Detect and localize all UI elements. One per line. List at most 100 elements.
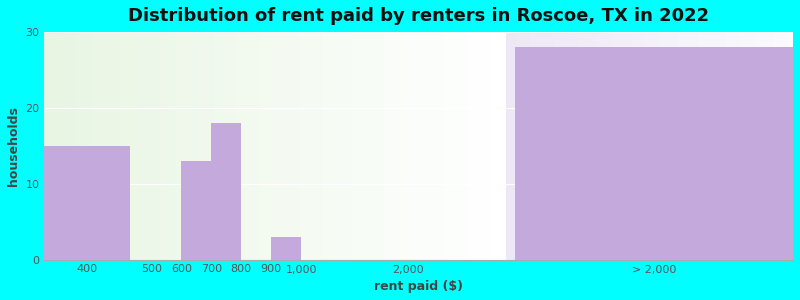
Bar bbox=[669, 32, 674, 260]
Title: Distribution of rent paid by renters in Roscoe, TX in 2022: Distribution of rent paid by renters in … bbox=[128, 7, 710, 25]
Bar bbox=[291, 32, 298, 260]
Bar bbox=[252, 32, 260, 260]
Bar bbox=[45, 146, 130, 260]
Bar bbox=[275, 32, 283, 260]
Bar bbox=[559, 32, 564, 260]
Bar bbox=[182, 161, 211, 260]
Bar bbox=[383, 32, 391, 260]
Bar bbox=[211, 123, 242, 260]
Bar bbox=[175, 32, 183, 260]
Bar bbox=[98, 32, 106, 260]
Bar bbox=[314, 32, 322, 260]
Bar bbox=[406, 32, 414, 260]
Bar bbox=[778, 32, 783, 260]
Bar bbox=[306, 32, 314, 260]
Bar bbox=[60, 32, 67, 260]
Bar bbox=[645, 32, 650, 260]
Bar bbox=[688, 32, 693, 260]
Bar bbox=[268, 32, 275, 260]
Bar bbox=[129, 32, 137, 260]
Bar bbox=[83, 32, 90, 260]
Bar bbox=[114, 32, 122, 260]
Bar bbox=[598, 32, 602, 260]
Bar bbox=[391, 32, 398, 260]
Bar bbox=[769, 32, 774, 260]
Bar bbox=[578, 32, 583, 260]
Bar bbox=[506, 32, 511, 260]
Bar bbox=[736, 32, 741, 260]
Bar bbox=[198, 32, 206, 260]
Bar bbox=[214, 32, 222, 260]
Bar bbox=[712, 32, 717, 260]
Bar bbox=[698, 32, 702, 260]
Bar bbox=[337, 32, 345, 260]
Bar bbox=[498, 32, 506, 260]
Bar bbox=[583, 32, 588, 260]
Bar bbox=[491, 32, 498, 260]
Bar bbox=[545, 32, 550, 260]
Bar bbox=[611, 32, 616, 260]
Bar bbox=[746, 32, 750, 260]
Bar bbox=[550, 32, 554, 260]
Bar bbox=[569, 32, 574, 260]
Bar bbox=[422, 32, 430, 260]
Bar bbox=[368, 32, 375, 260]
Bar bbox=[460, 32, 468, 260]
Bar bbox=[322, 32, 330, 260]
Bar bbox=[602, 32, 606, 260]
Bar bbox=[106, 32, 114, 260]
Bar bbox=[483, 32, 491, 260]
Bar bbox=[283, 32, 291, 260]
Bar bbox=[476, 32, 483, 260]
Bar bbox=[516, 32, 521, 260]
Bar bbox=[468, 32, 476, 260]
Bar bbox=[345, 32, 353, 260]
Bar bbox=[515, 47, 793, 260]
Bar bbox=[298, 32, 306, 260]
Bar bbox=[353, 32, 360, 260]
Bar bbox=[206, 32, 214, 260]
Bar bbox=[683, 32, 688, 260]
Bar bbox=[260, 32, 268, 260]
Bar bbox=[222, 32, 230, 260]
Bar bbox=[731, 32, 736, 260]
Bar bbox=[755, 32, 760, 260]
Bar bbox=[783, 32, 788, 260]
Bar bbox=[717, 32, 722, 260]
Bar bbox=[616, 32, 621, 260]
Bar bbox=[530, 32, 535, 260]
Bar bbox=[245, 32, 252, 260]
Bar bbox=[678, 32, 683, 260]
Bar bbox=[453, 32, 460, 260]
Bar bbox=[774, 32, 778, 260]
Bar bbox=[626, 32, 630, 260]
Bar bbox=[430, 32, 437, 260]
Bar bbox=[630, 32, 635, 260]
Bar bbox=[145, 32, 152, 260]
Bar bbox=[511, 32, 516, 260]
Bar bbox=[122, 32, 129, 260]
Bar bbox=[160, 32, 168, 260]
Bar bbox=[414, 32, 422, 260]
Bar bbox=[640, 32, 645, 260]
Bar bbox=[67, 32, 75, 260]
Bar bbox=[75, 32, 83, 260]
Y-axis label: households: households bbox=[7, 106, 20, 186]
Bar bbox=[702, 32, 707, 260]
Bar bbox=[659, 32, 664, 260]
Bar bbox=[741, 32, 746, 260]
Bar bbox=[593, 32, 598, 260]
Bar bbox=[788, 32, 793, 260]
Bar bbox=[152, 32, 160, 260]
Bar bbox=[190, 32, 198, 260]
Bar bbox=[722, 32, 726, 260]
Bar bbox=[90, 32, 98, 260]
Bar bbox=[521, 32, 526, 260]
Bar bbox=[271, 237, 301, 260]
Bar bbox=[237, 32, 245, 260]
Bar bbox=[375, 32, 383, 260]
Bar bbox=[707, 32, 712, 260]
Bar bbox=[588, 32, 593, 260]
Bar bbox=[554, 32, 559, 260]
X-axis label: rent paid ($): rent paid ($) bbox=[374, 280, 463, 293]
